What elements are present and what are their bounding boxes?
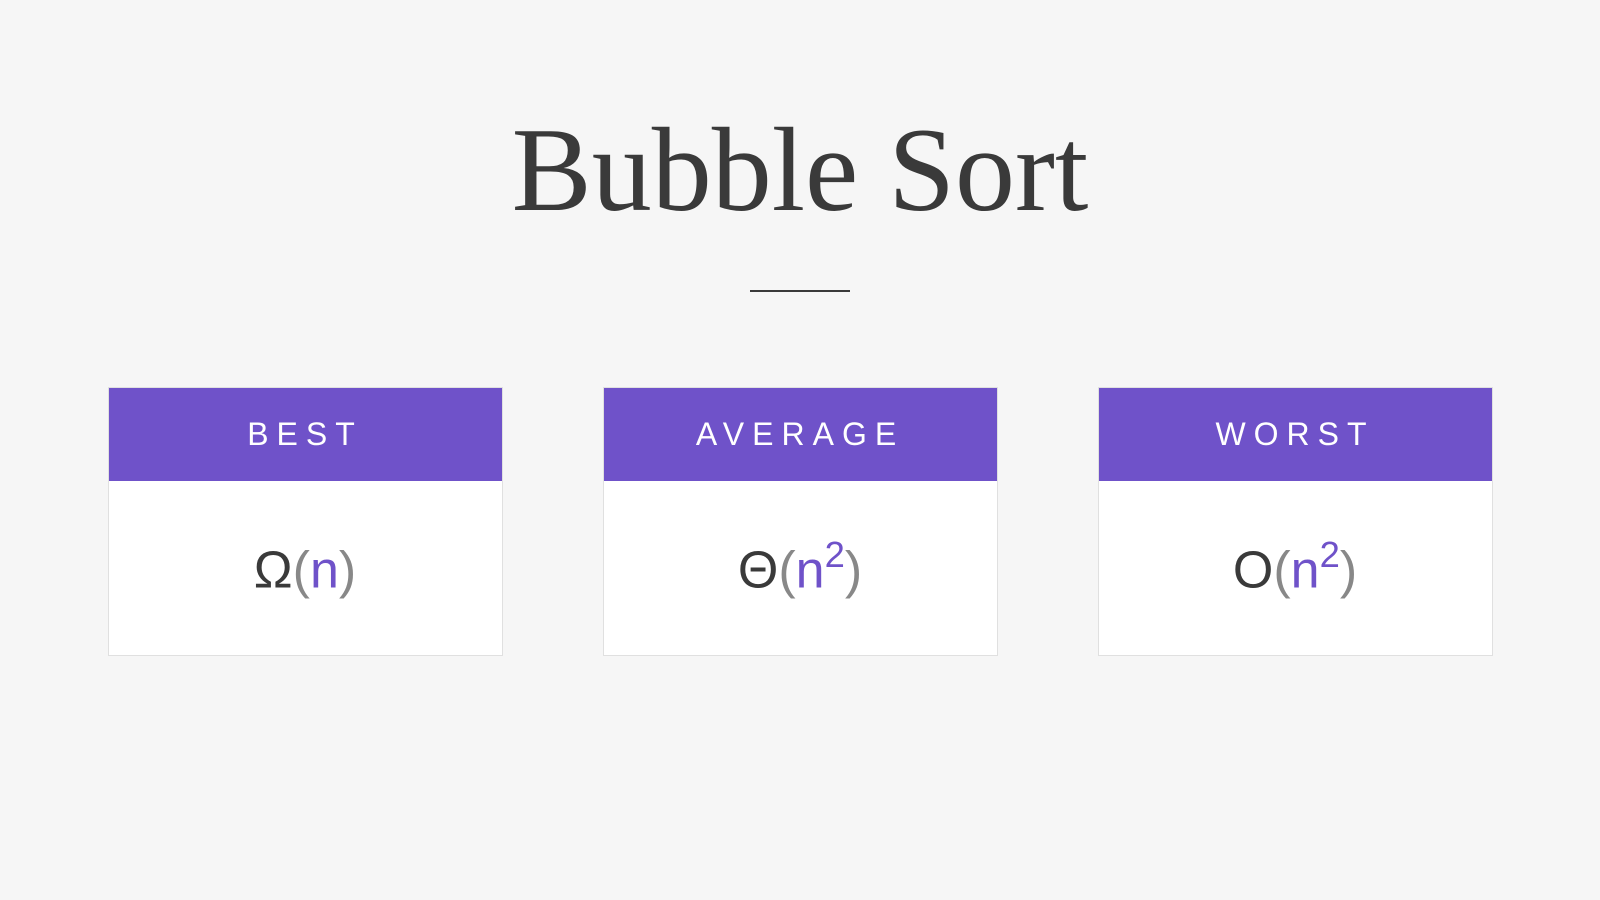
card-average-exponent: 2 xyxy=(825,534,845,575)
card-worst-symbol: O xyxy=(1233,541,1273,599)
open-paren: ( xyxy=(293,541,310,599)
close-paren: ) xyxy=(339,541,356,599)
card-best-variable: n xyxy=(310,541,339,599)
card-average-body: Θ(n2) xyxy=(604,481,997,655)
card-worst: WORST O(n2) xyxy=(1098,387,1493,656)
page-title: Bubble Sort xyxy=(512,110,1089,230)
card-best: BEST Ω(n) xyxy=(108,387,503,656)
open-paren: ( xyxy=(1273,541,1290,599)
close-paren: ) xyxy=(845,541,862,599)
card-best-body: Ω(n) xyxy=(109,481,502,655)
card-average-variable: n xyxy=(796,541,825,599)
card-worst-variable: n xyxy=(1291,541,1320,599)
cards-container: BEST Ω(n) AVERAGE Θ(n2) WORST O(n2) xyxy=(108,387,1493,656)
card-worst-exponent: 2 xyxy=(1320,534,1340,575)
open-paren: ( xyxy=(778,541,795,599)
card-worst-header: WORST xyxy=(1099,388,1492,481)
title-divider xyxy=(750,290,850,292)
card-average: AVERAGE Θ(n2) xyxy=(603,387,998,656)
card-best-symbol: Ω xyxy=(254,541,293,599)
close-paren: ) xyxy=(1340,541,1357,599)
card-best-header: BEST xyxy=(109,388,502,481)
card-average-symbol: Θ xyxy=(738,541,778,599)
card-worst-body: O(n2) xyxy=(1099,481,1492,655)
card-average-header: AVERAGE xyxy=(604,388,997,481)
